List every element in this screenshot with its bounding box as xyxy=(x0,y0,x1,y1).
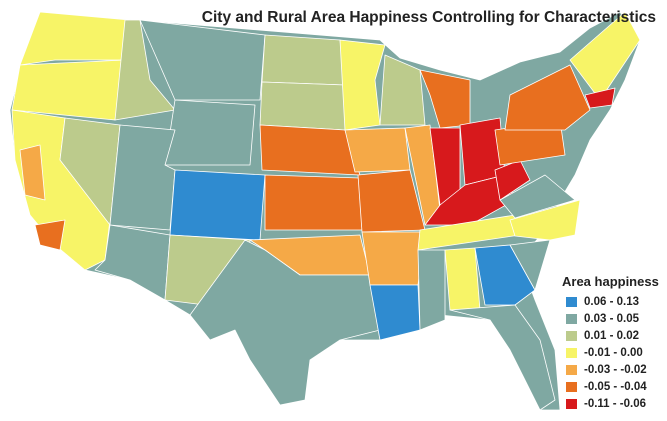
legend-swatch xyxy=(566,348,577,358)
region xyxy=(361,231,426,286)
legend-swatch xyxy=(566,314,577,324)
region xyxy=(114,19,176,121)
region xyxy=(569,11,641,101)
legend-label: -0.11 - -0.06 xyxy=(584,398,646,410)
legend-label: -0.01 - 0.00 xyxy=(584,347,643,359)
region xyxy=(344,127,411,173)
region xyxy=(139,19,266,101)
region xyxy=(34,219,66,251)
region xyxy=(504,64,591,131)
legend-swatch xyxy=(566,297,577,307)
legend-label: 0.06 - 0.13 xyxy=(584,296,639,308)
region xyxy=(164,99,256,166)
region xyxy=(499,174,576,219)
us-map xyxy=(9,11,641,411)
legend-title: Area happiness xyxy=(562,274,659,289)
region xyxy=(189,239,381,406)
region xyxy=(419,69,471,129)
region xyxy=(474,244,536,306)
legend: Area happiness 0.06 - 0.13 0.03 - 0.05 0.0… xyxy=(562,274,659,410)
region xyxy=(379,54,426,126)
region xyxy=(584,87,616,109)
region xyxy=(109,124,176,231)
legend-swatch xyxy=(566,331,577,341)
legend-label: -0.05 - -0.04 xyxy=(584,381,647,393)
region xyxy=(11,59,126,121)
region xyxy=(169,169,266,241)
map-title: City and Rural Area Happiness Controllin… xyxy=(202,9,656,26)
legend-swatch xyxy=(566,365,577,375)
legend-label: 0.03 - 0.05 xyxy=(584,313,640,325)
region xyxy=(417,249,446,331)
region xyxy=(339,39,386,131)
legend-label: 0.01 - 0.02 xyxy=(584,330,639,342)
region xyxy=(259,124,361,176)
region xyxy=(264,174,363,231)
region xyxy=(261,34,346,86)
region xyxy=(259,81,346,131)
region xyxy=(444,247,481,311)
region xyxy=(509,239,551,291)
legend-swatch xyxy=(566,399,577,409)
region xyxy=(19,11,131,66)
region xyxy=(19,144,46,201)
legend-label: -0.03 - -0.02 xyxy=(584,364,647,376)
region xyxy=(449,304,556,411)
region xyxy=(509,199,581,241)
legend-swatch xyxy=(566,382,577,392)
